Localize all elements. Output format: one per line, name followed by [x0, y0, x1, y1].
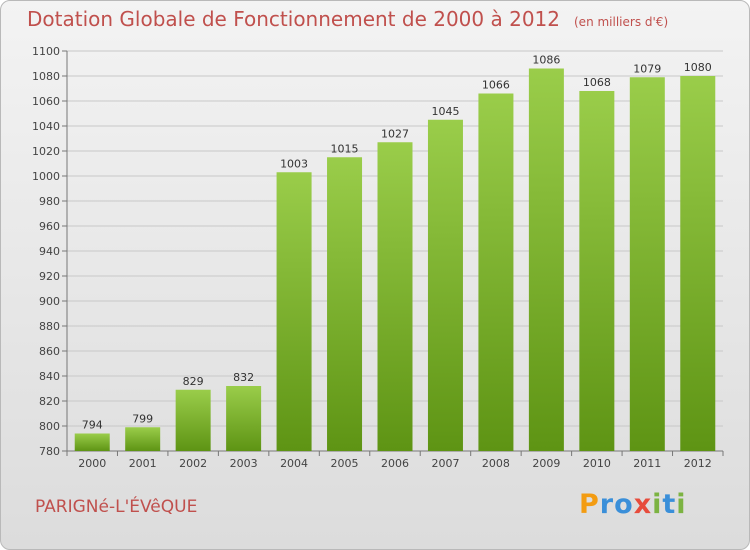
- data-label: 832: [233, 371, 254, 384]
- logo-letter: x: [633, 489, 653, 520]
- y-tick-label: 800: [39, 420, 60, 433]
- x-tick-label: 2011: [633, 457, 661, 470]
- bar: [377, 142, 413, 451]
- x-tick-label: 2010: [583, 457, 611, 470]
- data-label: 1066: [482, 79, 510, 92]
- x-tick-label: 2009: [532, 457, 560, 470]
- x-tick-label: 2005: [331, 457, 359, 470]
- bar: [327, 157, 363, 451]
- bar: [579, 91, 615, 451]
- bar: [427, 119, 463, 451]
- logo-letter: o: [614, 489, 634, 520]
- y-tick-label: 880: [39, 320, 60, 333]
- y-tick-label: 1000: [32, 170, 60, 183]
- data-label: 829: [183, 375, 204, 388]
- x-tick-label: 2001: [129, 457, 157, 470]
- bar: [175, 389, 211, 451]
- chart-title: Dotation Globale de Fonctionnement de 20…: [27, 7, 669, 31]
- y-tick-label: 980: [39, 195, 60, 208]
- data-label: 1015: [331, 142, 359, 155]
- logo-letter: P: [579, 489, 600, 520]
- y-tick-label: 960: [39, 220, 60, 233]
- y-tick-label: 1080: [32, 70, 60, 83]
- x-tick-labels: 2000 2001 2002 2003 2004 2005 2006 2007 2008 2009…: [66, 451, 724, 470]
- data-label: 1079: [633, 62, 661, 75]
- y-tick-label: 860: [39, 345, 60, 358]
- bar: [125, 427, 161, 451]
- bar: [680, 76, 716, 451]
- y-tick-label: 780: [39, 445, 60, 458]
- x-tick-label: 2007: [431, 457, 459, 470]
- y-tick-labels: 780 800 820 840 860 880 900 920 940 960 980 1000 102…: [32, 45, 60, 458]
- data-labels: 794 799 829 832 1003 1015 1027 1045 1066 1086 1068…: [82, 54, 712, 432]
- bar: [226, 386, 262, 451]
- y-tick-label: 1040: [32, 120, 60, 133]
- logo-letter: r: [599, 489, 615, 520]
- data-label: 799: [132, 412, 153, 425]
- data-label: 1086: [532, 54, 560, 67]
- y-tick-label: 1020: [32, 145, 60, 158]
- x-tick-label: 2012: [684, 457, 712, 470]
- data-label: 1068: [583, 76, 611, 89]
- y-tick-label: 940: [39, 245, 60, 258]
- y-tick-label: 1060: [32, 95, 60, 108]
- commune-name: PARIGNé-L'ÉVêQUE: [35, 497, 198, 517]
- bars: [74, 68, 716, 451]
- y-tick-label: 1100: [32, 45, 60, 58]
- data-label: 1080: [684, 61, 712, 74]
- chart-units: (en milliers d'€): [574, 15, 669, 29]
- data-label: 1027: [381, 127, 409, 140]
- x-tick-label: 2000: [78, 457, 106, 470]
- bar: [478, 93, 514, 451]
- x-tick-label: 2003: [230, 457, 258, 470]
- data-label: 794: [82, 419, 103, 432]
- x-tick-label: 2008: [482, 457, 510, 470]
- bar: [629, 77, 665, 451]
- bar: [276, 172, 312, 451]
- logo-letter: t: [662, 489, 677, 520]
- data-label: 1003: [280, 157, 308, 170]
- y-tick-label: 920: [39, 270, 60, 283]
- x-tick-label: 2002: [179, 457, 207, 470]
- y-tick-label: 820: [39, 395, 60, 408]
- y-tick-label: 900: [39, 295, 60, 308]
- data-label: 1045: [431, 105, 459, 118]
- bar: [74, 433, 110, 451]
- bar: [528, 68, 564, 451]
- x-tick-label: 2004: [280, 457, 308, 470]
- y-tick-label: 840: [39, 370, 60, 383]
- logo-letter: i: [676, 489, 687, 520]
- x-tick-label: 2006: [381, 457, 409, 470]
- proxiti-logo: Proxiti: [579, 489, 687, 520]
- logo-letter: i: [652, 489, 663, 520]
